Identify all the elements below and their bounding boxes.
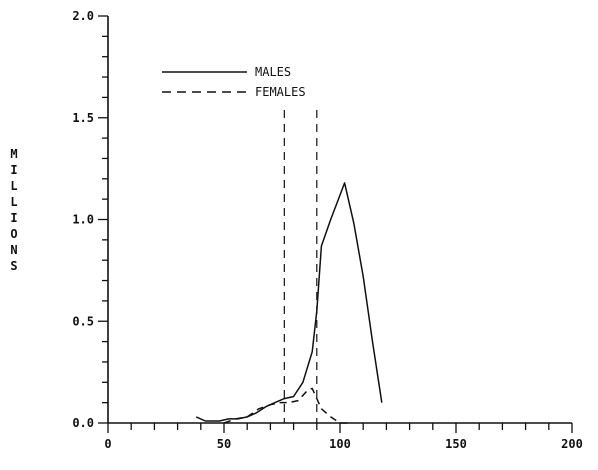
legend: MALES FEMALES	[162, 65, 306, 99]
legend-label-males: MALES	[255, 65, 291, 79]
axes	[107, 16, 572, 424]
series-lines	[195, 182, 383, 424]
legend-label-females: FEMALES	[255, 85, 306, 99]
tick-labels: 0 50 100 150 200 0.0 0.5 1.0 1.5 2.0	[72, 9, 583, 451]
x-tick-label: 200	[561, 437, 583, 451]
ticks	[98, 15, 573, 433]
y-tick-label: 2.0	[72, 9, 94, 23]
y-tick-label: 0.0	[72, 416, 94, 430]
x-tick-label: 100	[329, 437, 351, 451]
x-tick-label: 0	[104, 437, 111, 451]
y-tick-label: 0.5	[72, 314, 94, 328]
y-tick-label: 1.5	[72, 111, 94, 125]
vertical-reference-lines	[283, 110, 318, 423]
series-line-males	[195, 182, 383, 422]
y-tick-label: 1.0	[72, 213, 94, 227]
x-tick-label: 50	[217, 437, 231, 451]
x-tick-label: 150	[445, 437, 467, 451]
series-line-females	[223, 387, 350, 424]
